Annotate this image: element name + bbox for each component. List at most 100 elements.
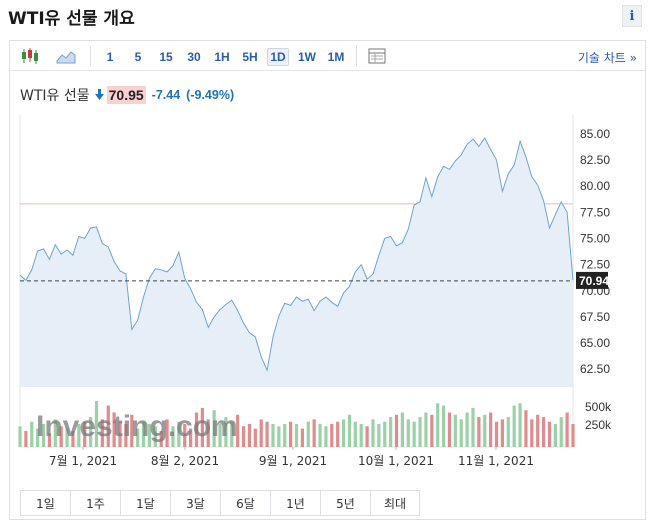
volume-bar <box>141 421 146 447</box>
interval-1d[interactable]: 1D <box>267 48 289 66</box>
volume-bar <box>112 412 116 447</box>
volume-bar <box>159 430 163 447</box>
volume-bar <box>541 417 546 447</box>
candlestick-chart-icon[interactable] <box>20 47 40 65</box>
period-3m[interactable]: 3달 <box>170 490 220 516</box>
volume-bar <box>83 421 87 447</box>
volume-bar <box>465 412 469 447</box>
price-line <box>19 137 574 373</box>
chart-toolbar: 1 5 15 30 1H 5H 1D 1W 1M 기술 차트 » <box>10 41 645 71</box>
volume-bar <box>459 419 463 447</box>
volume-bar <box>236 414 240 447</box>
volume-bar <box>106 405 110 447</box>
volume-bar <box>118 421 122 447</box>
volume-bar <box>47 433 52 447</box>
volume-bar <box>512 405 516 447</box>
table-view-icon[interactable] <box>367 47 387 65</box>
volume-bar <box>289 421 293 447</box>
volume-bar <box>441 405 446 447</box>
y-tick-label: 80.00 <box>580 179 610 193</box>
volume-bar <box>241 426 246 447</box>
volume-tick-label: 500k <box>585 400 612 414</box>
volume-bar <box>71 430 75 447</box>
y-tick-label: 72.50 <box>580 258 610 272</box>
volume-bar <box>489 412 493 447</box>
interval-5[interactable]: 5 <box>134 50 142 64</box>
volume-bar <box>412 421 416 447</box>
period-1m[interactable]: 1달 <box>120 490 170 516</box>
volume-bar <box>565 412 569 447</box>
volume-bar <box>171 426 175 447</box>
price-chart[interactable]: 85.0082.5080.0077.5075.0072.5070.0067.50… <box>10 41 647 481</box>
technical-chart-link[interactable]: 기술 차트 » <box>577 51 637 65</box>
y-tick-label: 67.50 <box>580 310 610 324</box>
volume-bar <box>41 424 46 447</box>
interval-1h[interactable]: 1H <box>214 50 230 64</box>
period-1y[interactable]: 1년 <box>270 490 320 516</box>
x-tick-label: 11월 1, 2021 <box>458 454 534 468</box>
info-button[interactable]: i <box>622 5 642 27</box>
volume-bar <box>36 428 40 447</box>
volume-bar <box>30 421 34 447</box>
volume-bar <box>53 419 57 447</box>
volume-bar <box>377 424 381 447</box>
period-max[interactable]: 최대 <box>370 490 420 516</box>
volume-bar <box>318 424 322 447</box>
volume-bar <box>153 426 157 447</box>
volume-bar <box>347 414 352 447</box>
volume-bar <box>177 421 181 447</box>
volume-bar <box>453 414 457 447</box>
volume-bar <box>524 410 528 447</box>
last-price-label: 70.94 <box>579 274 609 288</box>
volume-bar <box>518 403 522 447</box>
last-price-box <box>576 271 608 289</box>
area-chart-icon[interactable] <box>56 47 76 65</box>
volume-bar <box>359 424 363 447</box>
volume-bar <box>365 426 369 447</box>
volume-bar <box>536 414 540 447</box>
volume-bar <box>218 424 222 447</box>
interval-1w[interactable]: 1W <box>298 50 316 64</box>
volume-bar <box>88 417 93 447</box>
page-title: WTI유 선물 개요 <box>8 9 135 29</box>
interval-1m[interactable]: 1M <box>327 50 345 64</box>
info-icon: i <box>629 8 635 24</box>
price-change: -7.44 <box>151 88 181 102</box>
x-tick-label: 10월 1, 2021 <box>358 454 434 468</box>
interval-1[interactable]: 1 <box>106 50 114 64</box>
volume-bar <box>312 419 316 447</box>
volume-bar <box>189 428 193 447</box>
y-tick-label: 85.00 <box>580 127 610 141</box>
volume-bar <box>336 421 340 447</box>
period-1d[interactable]: 1일 <box>20 490 70 516</box>
y-tick-label: 65.00 <box>580 336 610 350</box>
quote-header: WTI유 선물 70.95 -7.44 (-9.49%) <box>20 85 234 105</box>
volume-bar <box>206 419 210 447</box>
interval-15[interactable]: 15 <box>159 50 173 64</box>
volume-bar <box>94 401 99 447</box>
volume-bar <box>500 419 505 447</box>
volume-bar <box>294 424 299 447</box>
volume-bar <box>553 424 557 447</box>
volume-bar <box>483 414 487 447</box>
volume-bar <box>530 419 534 447</box>
period-5y[interactable]: 5년 <box>320 490 370 516</box>
volume-bar <box>571 424 575 447</box>
period-6m[interactable]: 6달 <box>220 490 270 516</box>
chart-widget: 1 5 15 30 1H 5H 1D 1W 1M 기술 차트 » WTI유 선물… <box>9 40 646 520</box>
interval-5h[interactable]: 5H <box>242 50 258 64</box>
volume-bar <box>124 424 128 447</box>
x-tick-label: 9월 1, 2021 <box>259 454 327 468</box>
y-tick-label: 75.00 <box>580 231 610 245</box>
volume-bar <box>447 412 452 447</box>
volume-bar <box>471 407 475 447</box>
last-price: 70.95 <box>106 86 146 104</box>
volume-bar <box>547 421 552 447</box>
volume-bar <box>77 424 81 447</box>
volume-bar <box>353 421 357 447</box>
period-1w[interactable]: 1주 <box>70 490 120 516</box>
y-tick-label: 62.50 <box>580 362 610 376</box>
volume-bar <box>506 417 510 447</box>
interval-30[interactable]: 30 <box>187 50 201 64</box>
volume-bar <box>265 421 269 447</box>
